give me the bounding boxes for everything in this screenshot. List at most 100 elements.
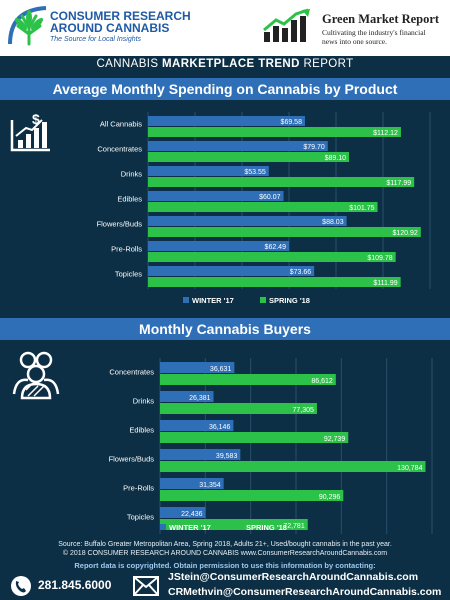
data-label: $88.03 xyxy=(322,219,344,226)
category-label: Pre-Rolls xyxy=(111,245,142,254)
data-label: 86,612 xyxy=(311,378,333,385)
category-label: Edibles xyxy=(129,426,154,435)
category-label: Drinks xyxy=(121,170,143,179)
contact-bar xyxy=(0,571,450,600)
spring-bar xyxy=(148,152,350,162)
buyers-chart: Concentrates 36,631 86,612 Drinks 26,381 77,3… xyxy=(12,351,433,534)
report-title: CANNABIS MARKETPLACE TREND REPORT xyxy=(0,58,450,70)
spring-bar xyxy=(160,432,349,443)
data-label: 77,305 xyxy=(292,407,314,414)
data-label: 31,354 xyxy=(199,482,221,489)
category-label: All Cannabis xyxy=(100,120,142,129)
data-label: 92,739 xyxy=(324,436,346,443)
winter-bar xyxy=(148,191,284,201)
phone-icon xyxy=(11,576,31,596)
data-label: 39,583 xyxy=(216,453,238,460)
category-label: Flowers/Buds xyxy=(97,220,143,229)
legend-label: SPRING '18 xyxy=(246,523,287,532)
phone-number[interactable]: 281.845.6000 xyxy=(38,578,112,592)
winter-bar xyxy=(160,478,224,489)
spring-bar xyxy=(148,127,401,137)
category-label: Topicles xyxy=(127,513,154,522)
category-label: Concentrates xyxy=(109,368,154,377)
data-label: $79.70 xyxy=(303,144,325,151)
svg-text:$: $ xyxy=(32,111,40,127)
report-title-suffix: REPORT xyxy=(303,58,354,70)
data-label: $62.49 xyxy=(265,244,287,251)
source-line2: © 2018 CONSUMER RESEARCH AROUND CANNABIS… xyxy=(62,550,388,557)
copyright-note: Report data is copyrighted. Obtain permi… xyxy=(74,561,376,570)
email-jstein[interactable]: JStein@ConsumerResearchAroundCannabis.co… xyxy=(168,571,419,583)
data-label: 22,436 xyxy=(181,511,203,518)
spring-bar xyxy=(148,177,415,187)
spring-bar xyxy=(160,403,317,414)
brand-right-name: Green Market Report xyxy=(322,12,440,26)
winter-bar xyxy=(160,507,206,518)
spring-bar xyxy=(160,374,336,385)
growth-chart-logo-icon xyxy=(263,8,310,42)
data-label: 72,781 xyxy=(283,523,305,530)
category-label: Pre-Rolls xyxy=(123,484,154,493)
winter-bar xyxy=(160,362,235,373)
legend-label: WINTER '17 xyxy=(192,296,234,305)
data-label: $53.55 xyxy=(244,169,266,176)
brand-left-line2: AROUND CANNABIS xyxy=(50,21,170,35)
consumer-research-logo[interactable]: CONSUMER RESEARCH AROUND CANNABIS The So… xyxy=(6,4,221,52)
spring-bar xyxy=(160,461,426,472)
cannabis-leaf-icon xyxy=(8,6,47,46)
data-label: $60.07 xyxy=(259,194,281,201)
email-crmethvin[interactable]: CRMethvin@ConsumerResearchAroundCannabis… xyxy=(168,586,442,598)
legend-label: SPRING '18 xyxy=(269,296,310,305)
data-label: $120.92 xyxy=(392,230,417,237)
category-label: Topicles xyxy=(115,270,142,279)
spring-bar xyxy=(160,519,308,530)
winter-bar xyxy=(148,141,328,151)
data-label: 90,296 xyxy=(319,494,341,501)
winter-bar xyxy=(148,166,269,176)
mail-icon xyxy=(133,576,159,596)
winter-bar xyxy=(148,216,347,226)
brand-right-tagline: Cultivating the industry's financial new… xyxy=(322,28,426,46)
data-label: $111.99 xyxy=(373,280,397,287)
brand-left-tagline: The Source for Local Insights xyxy=(50,36,142,43)
spring-bar xyxy=(148,227,421,237)
spring-bar xyxy=(160,490,344,501)
chart2-title: Monthly Cannabis Buyers xyxy=(0,318,450,340)
growth-chart-dollar-icon: $ xyxy=(10,111,50,152)
spring-bar xyxy=(148,252,396,262)
source-note: Source: Buffalo Greater Metropolitan Are… xyxy=(0,540,450,558)
winter-bar xyxy=(148,266,315,276)
data-label: 130,784 xyxy=(397,465,422,472)
data-label: $69.58 xyxy=(281,119,303,126)
data-label: 36,631 xyxy=(210,366,232,373)
data-label: 36,146 xyxy=(209,424,231,431)
winter-bar xyxy=(160,420,234,431)
category-label: Flowers/Buds xyxy=(109,455,155,464)
winter-bar xyxy=(148,241,289,251)
data-label: $109.78 xyxy=(367,255,392,262)
legend-swatch-winter xyxy=(160,524,166,530)
category-label: Concentrates xyxy=(97,145,142,154)
winter-bar xyxy=(148,116,305,126)
source-line1: Source: Buffalo Greater Metropolitan Are… xyxy=(58,541,392,548)
chart1-title: Average Monthly Spending on Cannabis by … xyxy=(0,78,450,100)
data-label: $112.12 xyxy=(373,130,398,137)
winter-bar xyxy=(160,449,241,460)
brand-left-name: CONSUMER RESEARCH AROUND CANNABIS xyxy=(50,10,191,34)
brand-left-line1: CONSUMER RESEARCH xyxy=(50,9,191,23)
green-market-report-logo[interactable]: Green Market Report Cultivating the indu… xyxy=(262,4,448,52)
data-label: $117.99 xyxy=(386,180,411,187)
spending-chart: $ All Cannabis $69.58 $112.12 Concentrates $… xyxy=(10,111,431,305)
report-title-prefix: CANNABIS xyxy=(96,58,159,70)
data-label: $89.10 xyxy=(325,155,347,162)
report-title-bold: MARKETPLACE TREND xyxy=(162,58,300,70)
data-label: $73.66 xyxy=(290,269,312,276)
legend-swatch-spring xyxy=(260,297,266,303)
data-label: $101.75 xyxy=(349,205,374,212)
data-label: 26,381 xyxy=(189,395,211,402)
spring-bar xyxy=(148,202,378,212)
category-label: Edibles xyxy=(117,195,142,204)
legend-swatch-winter xyxy=(183,297,189,303)
header-bar: CONSUMER RESEARCH AROUND CANNABIS The So… xyxy=(0,0,450,56)
spring-bar xyxy=(148,277,401,287)
